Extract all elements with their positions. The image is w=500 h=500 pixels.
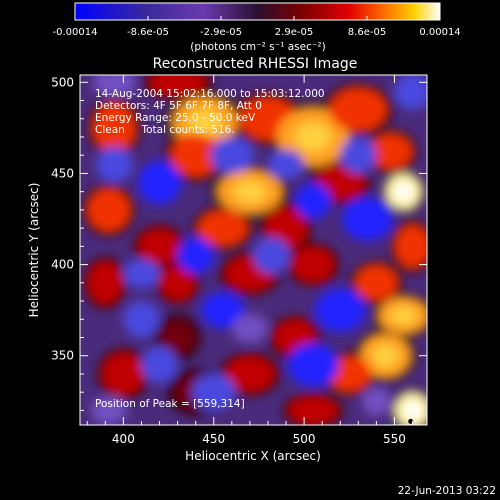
plot-area: 400 450 500 550 350 400 450 500 14-Aug-2004 15:… [51, 74, 428, 446]
heatmap-blob [314, 288, 366, 333]
heatmap-blob [340, 136, 377, 174]
y-tick-label: 450 [51, 166, 74, 180]
x-tick-label: 450 [202, 432, 225, 446]
colorbar-tick-label: -0.00014 [53, 27, 98, 38]
x-axis-label: Heliocentric X (arcsec) [185, 449, 321, 463]
heatmap-blob [253, 237, 290, 274]
heatmap-blob [141, 346, 178, 384]
heatmap-blob [287, 342, 339, 387]
heatmap-blob [192, 373, 236, 411]
colorbar-tick-label: 8.6e-05 [348, 27, 386, 38]
heatmap-core [403, 401, 422, 420]
heatmap-blob [287, 395, 339, 425]
chart-title: Reconstructed RHESSI Image [153, 56, 358, 72]
heatmap-core [233, 180, 267, 203]
x-tick-label: 500 [293, 432, 316, 446]
peak-marker [408, 418, 414, 424]
heatmap-blob [295, 182, 332, 220]
heatmap-blob [210, 136, 254, 174]
heatmap-blob [87, 260, 124, 305]
heatmap-image [80, 75, 427, 425]
colorbar-tick-label: 2.9e-05 [275, 27, 313, 38]
y-tick-label: 350 [51, 349, 74, 363]
annotation-time-range: 14-Aug-2004 15:02:16.000 to 15:03:12.000 [95, 88, 325, 100]
heatmap-blob [101, 352, 146, 396]
colorbar: -0.00014 -8.6e-05 -2.9e-05 2.9e-05 8.6e-05 0.… [53, 2, 461, 53]
heatmap-blob [291, 246, 335, 283]
heatmap-blob [361, 386, 391, 416]
colorbar-ticks: -0.00014 -8.6e-05 -2.9e-05 2.9e-05 8.6e-05 0.… [53, 16, 461, 38]
heatmap-blob [231, 313, 268, 343]
axis-ticks: 400 450 500 550 350 400 450 500 [51, 75, 427, 446]
heatmap-blob [354, 264, 399, 302]
annotation-detectors: Detectors: 4F 5F 6F 7F 8F, Att 0 [95, 100, 262, 112]
heatmap-blob [267, 149, 305, 179]
heatmap-core [188, 109, 221, 136]
heatmap-blob [394, 224, 427, 269]
heatmap-blob [123, 301, 160, 338]
plot-frame [79, 74, 428, 426]
heatmap-blob [92, 75, 137, 97]
annotation-energy-range: Energy Range: 25.0 - 50.0 keV [95, 112, 256, 124]
peak-position-label: Position of Peak = [559,314] [95, 398, 245, 410]
heatmap-blob [329, 87, 388, 132]
x-tick-label: 550 [383, 432, 406, 446]
colorbar-tick-label: -8.6e-05 [127, 27, 169, 38]
colorbar-gradient [74, 2, 441, 21]
y-axis-label: Heliocentric Y (arcsec) [27, 183, 41, 318]
heatmap-blob [170, 133, 221, 178]
heatmap-blob [224, 355, 276, 393]
heatmap-blob [159, 319, 196, 356]
heatmap-blob [90, 395, 127, 425]
heatmap-blob [327, 355, 371, 393]
heatmap-blob [96, 146, 133, 183]
heatmap-blob [137, 228, 182, 265]
heatmap-blob [148, 75, 207, 97]
y-tick-label: 500 [51, 75, 74, 89]
colorbar-tick-label: 0.00014 [419, 27, 460, 38]
colorbar-tick-label: -2.9e-05 [200, 27, 242, 38]
heatmap-blob [197, 209, 249, 247]
heatmap-blob [92, 102, 137, 154]
heatmap-blob [123, 259, 160, 289]
heatmap-core [390, 306, 417, 325]
heatmap-core [394, 182, 413, 201]
heatmap-blob [369, 133, 413, 170]
heatmap-blob [394, 75, 427, 110]
x-tick-label: 400 [112, 432, 135, 446]
heatmap-blob [137, 160, 182, 205]
footer-date: 22-Jun-2013 03:22 [398, 485, 496, 497]
heatmap-blob [159, 264, 196, 302]
heatmap-blob [177, 237, 214, 274]
heatmap-core [295, 122, 332, 152]
colorbar-unit-label: (photons cm⁻² s⁻¹ asec⁻²) [190, 41, 325, 53]
heatmap-blob [87, 188, 131, 232]
heatmap-core [372, 344, 399, 367]
annotation-clean-counts: Clean Total counts: 516. [95, 124, 235, 136]
annotations: 14-Aug-2004 15:02:16.000 to 15:03:12.000… [95, 88, 325, 410]
heatmap-blob [201, 291, 245, 329]
y-tick-label: 400 [51, 258, 74, 272]
heatmap-blob [342, 197, 393, 241]
